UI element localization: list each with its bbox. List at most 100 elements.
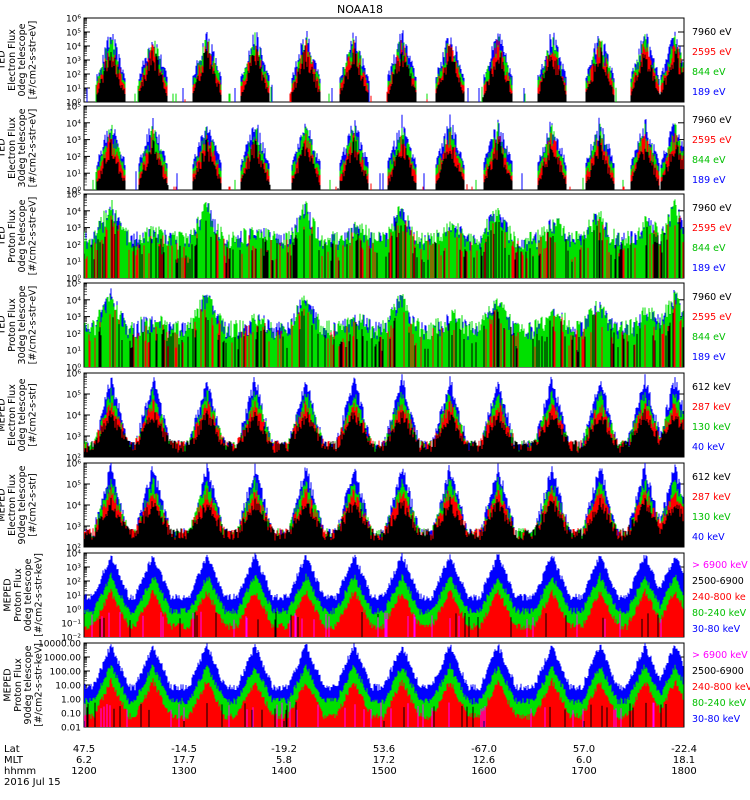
y-tick-label: 10⁰ — [66, 187, 81, 197]
channel-label: 80-240 keV — [692, 698, 747, 709]
y-tick-label: 10⁴ — [66, 412, 81, 422]
x-tick-label: 1300 — [171, 766, 196, 777]
x-tick-label: -19.2 — [271, 744, 297, 755]
trace-black — [84, 496, 684, 547]
channel-label: 7960 eV — [692, 27, 732, 38]
y-tick-label: 10² — [66, 153, 81, 163]
trace-black — [84, 218, 681, 278]
channel-label: 844 eV — [692, 67, 726, 78]
y-tick-label: 10⁶ — [66, 460, 81, 470]
trace-black — [92, 45, 684, 102]
y-axis-label: TEDElectron Flux30deg telescope[#/cm2-s-… — [0, 108, 39, 187]
channel-label: 7960 eV — [692, 203, 732, 214]
panel-1: 10⁰ 10¹ 10² 10³ 10⁴ 10⁵ 10⁶ TEDElectron Flux0de… — [0, 15, 732, 109]
trace-magenta — [91, 611, 662, 637]
traces — [84, 463, 684, 547]
y-tick-label: 10² — [66, 544, 81, 554]
channel-label: 240-800 ke — [692, 592, 746, 603]
y-tick-label: 10⁰ — [66, 275, 81, 285]
channel-label: 189 eV — [692, 352, 726, 363]
y-tick-label: 10⁵ — [66, 280, 81, 290]
y-tick-label: 10⁵ — [66, 29, 81, 39]
x-tick-label: 12.6 — [473, 755, 495, 766]
y-axis-label: MEPEDElectron Flux0deg telescope[#/cm2-s… — [0, 378, 39, 451]
channel-label: 130 keV — [692, 512, 731, 523]
x-tick-label: 1500 — [371, 766, 396, 777]
x-row-label: Lat — [4, 744, 20, 755]
channel-label: 30-80 keV — [692, 624, 741, 635]
y-axis-label: MEPEDElectron Flux90deg telescope[#/cm2-… — [0, 465, 39, 544]
x-tick-label: 1700 — [571, 766, 596, 777]
traces — [84, 199, 684, 278]
channel-label: 189 eV — [692, 175, 726, 186]
channel-label: 2595 eV — [692, 135, 732, 146]
y-tick-label: 10¹ — [66, 170, 81, 180]
y-tick-label: 10⁵ — [66, 191, 81, 201]
y-tick-label: 10² — [66, 330, 81, 340]
panel-7: 10⁻² 10⁻¹ 10⁰ 10¹ 10² 10³ 10⁴ MEPEDProton Flux0… — [2, 550, 748, 644]
panel-8: 0.01 0.10 1.00 10.00 100.00 1000.00 10000.00ME… — [2, 640, 750, 734]
channel-label: 2595 eV — [692, 47, 732, 58]
y-tick-label: 10⁵ — [66, 481, 81, 491]
channel-label: 2500-6900 — [692, 576, 744, 587]
x-tick-label: 53.6 — [373, 744, 395, 755]
y-tick-label: 10¹ — [66, 85, 81, 95]
x-tick-label: -14.5 — [171, 744, 197, 755]
x-row-label: hhmm — [4, 766, 36, 777]
y-axis-label: MEPEDProton Flux90deg telescope[#/cm2-s-… — [2, 643, 44, 727]
y-tick-label: 10⁴ — [66, 207, 81, 217]
channel-label: 612 keV — [692, 472, 731, 483]
y-tick-label: 10⁵ — [66, 103, 81, 113]
channel-label: > 6900 keV — [692, 560, 748, 571]
channel-label: 189 eV — [692, 87, 726, 98]
panels: 10⁰ 10¹ 10² 10³ 10⁴ 10⁵ 10⁶ TEDElectron Flux0de… — [0, 15, 750, 734]
x-tick-label: 18.1 — [673, 755, 695, 766]
x-tick-label: 47.5 — [73, 744, 95, 755]
y-tick-label: 10⁻² — [61, 634, 81, 644]
x-tick-label: 17.7 — [173, 755, 195, 766]
y-tick-label: 100.00 — [50, 668, 82, 678]
channel-label: 30-80 keV — [692, 714, 741, 725]
x-tick-label: 1400 — [271, 766, 296, 777]
y-tick-label: 10⁵ — [66, 391, 81, 401]
x-tick-label: 6.0 — [576, 755, 592, 766]
y-tick-label: 10⁰ — [66, 99, 81, 109]
channel-label: 240-800 keV — [692, 682, 750, 693]
y-tick-label: 10¹ — [66, 347, 81, 357]
trace-black — [84, 135, 684, 190]
x-tick-label: 1200 — [71, 766, 96, 777]
panel-6: 10² 10³ 10⁴ 10⁵ 10⁶ MEPEDElectron Flux90deg t… — [0, 460, 731, 554]
x-tick-label: 5.8 — [276, 755, 292, 766]
y-tick-label: 10³ — [66, 313, 81, 323]
y-axis-label: TEDElectron Flux0deg telescope[#/cm2-s-s… — [0, 21, 39, 100]
y-axis-label: TEDProton Flux30deg telescope[#/cm2-s-st… — [0, 285, 39, 364]
y-tick-label: 10¹ — [66, 258, 81, 268]
channel-label: > 6900 keV — [692, 650, 748, 661]
x-tick-label: 57.0 — [573, 744, 595, 755]
y-tick-label: 10⁰ — [66, 364, 81, 374]
y-tick-label: 10⁶ — [66, 370, 81, 380]
y-tick-label: 1000.00 — [44, 654, 81, 664]
trace-green — [84, 199, 684, 278]
channel-label: 189 eV — [692, 263, 726, 274]
x-tick-label: 17.2 — [373, 755, 395, 766]
x-row-label: MLT — [4, 755, 24, 766]
y-tick-label: 10⁴ — [66, 43, 81, 53]
y-tick-label: 10⁻¹ — [61, 620, 81, 630]
traces — [84, 114, 684, 190]
y-tick-label: 1.00 — [61, 696, 81, 706]
trace-red — [85, 215, 684, 278]
channel-label: 844 eV — [692, 155, 726, 166]
y-axis-label: MEPEDProton Flux0deg telescope[#/cm2-s-s… — [2, 553, 44, 637]
traces — [86, 30, 684, 102]
y-tick-label: 10² — [66, 241, 81, 251]
traces — [84, 374, 684, 457]
y-tick-label: 10⁶ — [66, 15, 81, 25]
channel-label: 2500-6900 — [692, 666, 744, 677]
panel-3: 10⁰ 10¹ 10² 10³ 10⁴ 10⁵ TEDProton Flux0deg tel… — [0, 191, 732, 285]
channel-label: 612 keV — [692, 382, 731, 393]
y-tick-label: 10³ — [66, 57, 81, 67]
y-tick-label: 10³ — [66, 224, 81, 234]
